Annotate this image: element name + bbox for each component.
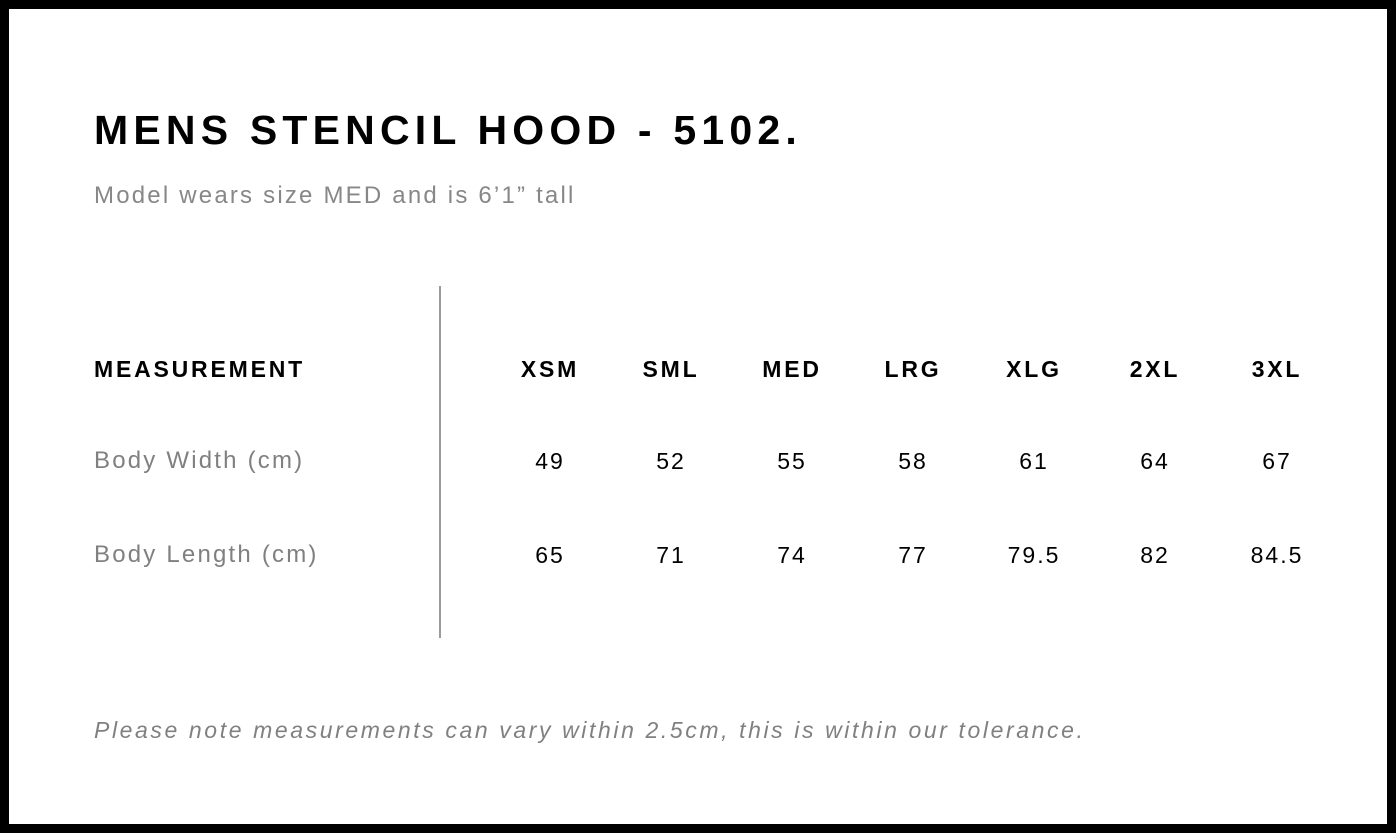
measurement-header: MEASUREMENT — [94, 356, 305, 382]
row-label: Body Length (cm) — [94, 541, 319, 568]
table-cell: 82 — [1140, 542, 1170, 568]
table-cell: 58 — [898, 448, 928, 474]
table-cell: 79.5 — [1007, 542, 1061, 568]
table-cell: 77 — [898, 542, 928, 568]
tolerance-note: Please note measurements can vary within… — [94, 717, 1086, 743]
table-cell: 84.5 — [1250, 542, 1304, 568]
subtitle: Model wears size MED and is 6’1” tall — [94, 182, 576, 209]
table-cell: 61 — [1019, 448, 1049, 474]
size-header-xlg: XLG — [1006, 356, 1062, 382]
size-chart-card: MENS STENCIL HOOD - 5102. Model wears si… — [9, 9, 1387, 824]
row-label: Body Width (cm) — [94, 447, 305, 474]
size-header-2xl: 2XL — [1129, 356, 1181, 382]
size-header-xsm: XSM — [520, 356, 580, 382]
table-cell: 67 — [1262, 448, 1292, 474]
table-cell: 71 — [656, 542, 686, 568]
size-header-med: MED — [762, 356, 822, 382]
table-cell: 74 — [777, 542, 807, 568]
table-cell: 52 — [656, 448, 686, 474]
size-header-3xl: 3XL — [1251, 356, 1303, 382]
table-cell: 65 — [535, 542, 565, 568]
table-cell: 49 — [535, 448, 565, 474]
table-cell: 64 — [1140, 448, 1170, 474]
table-cell: 55 — [777, 448, 807, 474]
page-title: MENS STENCIL HOOD - 5102. — [94, 107, 802, 153]
size-header-lrg: LRG — [884, 356, 942, 382]
size-header-sml: SML — [642, 356, 700, 382]
column-divider — [439, 286, 441, 638]
